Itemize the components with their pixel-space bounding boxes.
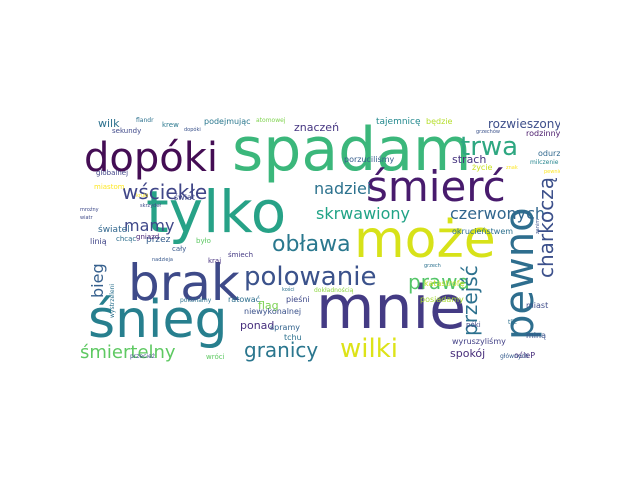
word-przez: przez — [146, 235, 171, 245]
word-zanim: zanim — [535, 218, 541, 234]
word-snieg: śnieg — [88, 290, 228, 350]
word-glownych: głównych — [500, 353, 529, 360]
word-moze: może — [354, 210, 496, 270]
word-brak: brak — [128, 254, 240, 312]
word-smierc: śmierć — [366, 162, 506, 211]
word-bieg: bieg — [88, 263, 107, 298]
word-cloud: spadam tylko może mnie brak śnieg dopóki… — [80, 108, 560, 372]
word-grzechow: grzechów — [476, 129, 500, 135]
word-wroci: wróci — [206, 353, 225, 361]
word-atomowej: atomowej — [256, 117, 286, 124]
word-tylko: tylko — [146, 178, 287, 246]
word-bylo: było — [196, 237, 211, 245]
word-globalnej: globalnej — [96, 169, 129, 177]
word-znaczen: znaczeń — [294, 121, 340, 134]
word-dopoki-small: dopóki — [184, 127, 201, 133]
word-sekundy: sekundy — [112, 127, 142, 135]
word-miastom: miastom — [94, 183, 125, 191]
word-oblawa: obława — [272, 232, 351, 257]
word-rozwieszonych: rozwieszonych — [488, 117, 560, 131]
word-mamy: mamy — [124, 216, 175, 235]
word-skrzydel: skrzydeł — [140, 203, 161, 209]
word-spadam: spadam — [232, 115, 472, 185]
word-smiertelny: śmiertelny — [80, 342, 176, 363]
word-czerwonych: czerwonych — [450, 204, 546, 223]
word-zycie: życie — [472, 163, 493, 172]
word-chcac: chcąc — [116, 235, 137, 243]
word-flag: flag — [258, 299, 279, 312]
word-swiatel: światel — [98, 225, 130, 235]
word-skrwawiony: skrwawiony — [316, 204, 410, 223]
word-rodzinny: rodzinny — [526, 129, 560, 138]
word-kruki: kruki — [136, 193, 149, 199]
word-bedzie: będzie — [426, 117, 453, 126]
word-mnie: mnie — [316, 273, 467, 343]
word-poki: póki — [466, 321, 481, 329]
word-katastrofe: katastrofę — [424, 279, 465, 288]
word-wilk: wilk — [98, 117, 120, 130]
word-mina: miną — [526, 331, 546, 340]
word-milczenie: milczenie — [530, 159, 559, 166]
word-posiadamy: posiadamy — [420, 295, 464, 304]
word-swiat: świat — [174, 193, 195, 202]
word-kosci: kości — [282, 287, 295, 293]
word-niewykonalnej: niewykonalnej — [244, 307, 302, 316]
word-gniazd: gniazd — [136, 233, 160, 241]
word-ponad: ponad — [240, 319, 275, 332]
word-wyruszylismy: wyruszyliśmy — [452, 337, 506, 346]
word-spokoj: spokój — [450, 347, 486, 360]
word-znak: znak — [506, 165, 518, 171]
word-kraj: kraj — [208, 257, 222, 265]
word-smiech: śmiech — [228, 251, 254, 259]
word-linia: linią — [90, 237, 107, 246]
word-wsciekle: wściekłe — [122, 180, 208, 204]
word-przeciez: przecież — [130, 353, 155, 360]
word-tajemnice: tajemnicę — [376, 117, 421, 127]
word-wiatr: wiatr — [80, 215, 93, 221]
word-granicy: granicy — [244, 338, 319, 362]
word-pokonamy: pokonamy — [180, 297, 212, 304]
word-grzech: grzech — [424, 263, 441, 269]
word-krew: krew — [162, 121, 179, 129]
word-wystrzeleni: wystrzeleni — [109, 283, 116, 318]
word-ratowac: ratować — [228, 295, 261, 304]
word-tlic: tlić — [508, 319, 517, 326]
word-mrozny: mroźny — [80, 207, 99, 213]
word-tchu: tchu — [284, 333, 302, 342]
word-okrucienstwem: okrucieństwem — [452, 227, 514, 236]
word-wilki: wilki — [340, 334, 398, 364]
word-caly: cały — [172, 245, 187, 253]
word-nadzieja: nadzieja — [152, 257, 173, 263]
word-miast: miast — [526, 301, 549, 310]
word-trwa: trwa — [460, 132, 519, 162]
word-dopoki: dopóki — [84, 135, 219, 181]
word-porzucilismy: porzuciliśmy — [344, 155, 395, 164]
word-prawa: prawa — [408, 270, 470, 294]
word-dokladnoscia: dokładnością — [314, 287, 354, 294]
word-pewnie: pewnie — [544, 169, 560, 175]
word-flandr: flandr — [136, 117, 154, 124]
word-piesni: pieśni — [286, 295, 310, 304]
word-strach: strach — [452, 153, 487, 166]
word-nadziei: nadziei — [314, 179, 372, 198]
word-podejmujac: podejmując — [204, 117, 251, 126]
word-polowanie: polowanie — [244, 262, 377, 292]
word-spramy: spramy — [270, 323, 300, 332]
word-oslep: ośleP — [514, 351, 536, 360]
word-odurzeni: odurzeni — [538, 149, 560, 158]
